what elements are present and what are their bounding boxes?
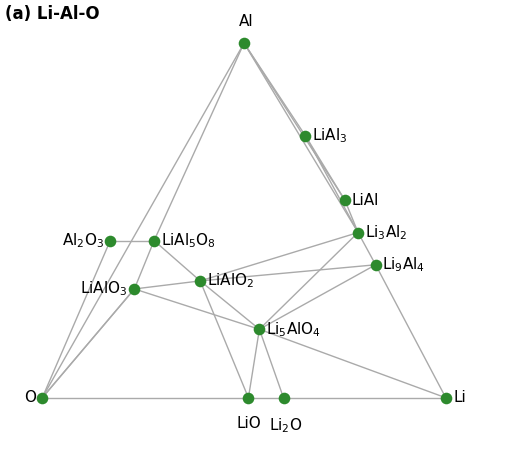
- Point: [371, 261, 379, 268]
- Point: [279, 394, 287, 401]
- Text: Al$_2$O$_3$: Al$_2$O$_3$: [62, 231, 103, 250]
- Point: [301, 132, 309, 139]
- Text: LiAl$_5$O$_8$: LiAl$_5$O$_8$: [160, 231, 215, 250]
- Point: [441, 394, 449, 401]
- Text: LiO: LiO: [236, 416, 260, 431]
- Text: Li$_2$O: Li$_2$O: [269, 416, 302, 435]
- Text: LiAl$_3$: LiAl$_3$: [312, 127, 347, 145]
- Text: LiAlO$_2$: LiAlO$_2$: [206, 271, 253, 290]
- Text: Li$_5$AlO$_4$: Li$_5$AlO$_4$: [266, 320, 320, 339]
- Text: Li$_9$Al$_4$: Li$_9$Al$_4$: [381, 255, 425, 274]
- Text: Li$_3$Al$_2$: Li$_3$Al$_2$: [364, 223, 407, 242]
- Text: LiAl: LiAl: [351, 193, 378, 208]
- Text: O: O: [23, 390, 36, 405]
- Text: LiAlO$_3$: LiAlO$_3$: [80, 280, 128, 298]
- Point: [130, 285, 138, 292]
- Point: [195, 277, 204, 285]
- Point: [244, 394, 252, 401]
- Text: (a) Li-Al-O: (a) Li-Al-O: [5, 5, 99, 23]
- Point: [150, 237, 158, 244]
- Point: [106, 237, 114, 244]
- Text: Li: Li: [453, 390, 466, 405]
- Point: [340, 197, 348, 204]
- Point: [255, 326, 263, 333]
- Text: Al: Al: [238, 14, 253, 29]
- Point: [353, 229, 361, 236]
- Point: [239, 39, 247, 47]
- Point: [38, 394, 46, 401]
